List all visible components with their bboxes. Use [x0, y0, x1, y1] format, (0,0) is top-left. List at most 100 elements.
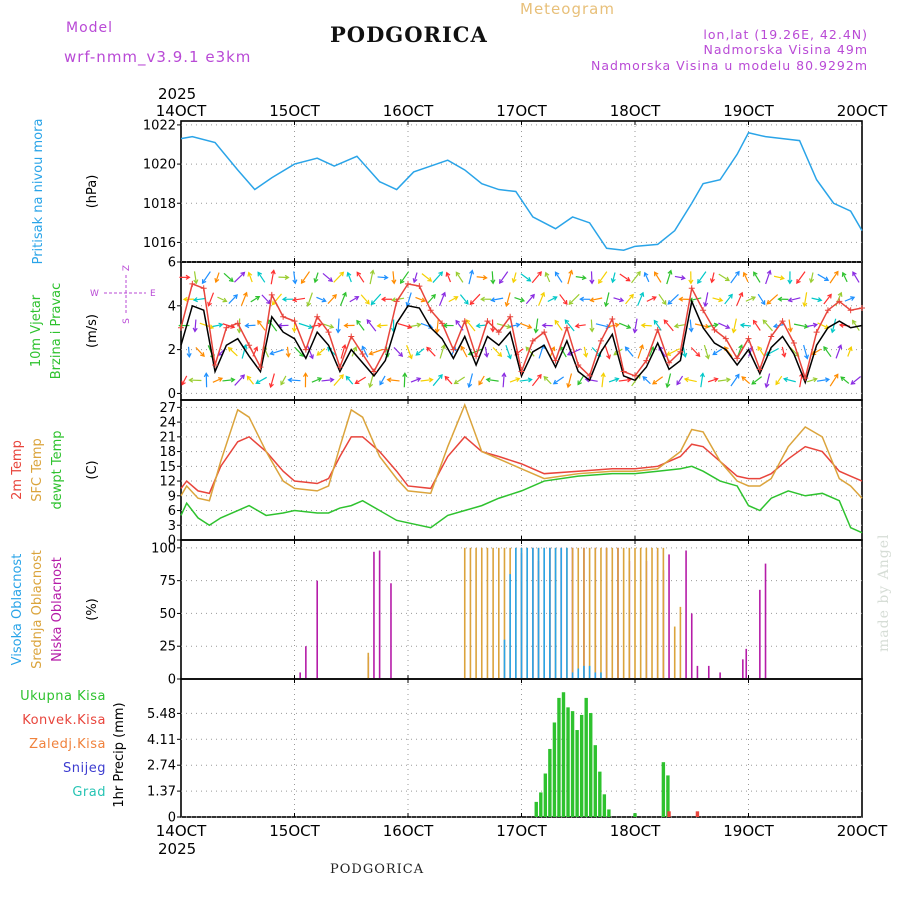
wind-barb-head: [244, 323, 250, 329]
wind-barb: [195, 347, 205, 357]
wind-barb-head: [207, 301, 212, 307]
wind-barb: [298, 322, 313, 329]
wind-barb-head: [541, 322, 547, 329]
wind-barb: [829, 271, 839, 284]
wind-barb-head: [218, 322, 224, 328]
wind-barb-head: [550, 346, 556, 352]
wind-barb-head: [460, 345, 466, 351]
wind-barb-head: [399, 279, 405, 285]
precip-bar: [607, 809, 611, 817]
wind-barb: [369, 270, 374, 285]
wind-barb-head: [416, 322, 422, 328]
clouds-bar: [305, 646, 307, 679]
clouds-bar: [594, 672, 597, 679]
wind-barb-head: [257, 271, 263, 277]
pressure-unit-label: (hPa): [85, 175, 100, 209]
precip-bar: [534, 801, 538, 817]
clouds-bar: [475, 547, 477, 679]
wind-barb: [766, 294, 779, 305]
wind-barb-head: [428, 377, 434, 383]
wind-barb-head: [316, 351, 322, 356]
wind-barb-head: [431, 293, 436, 299]
wind-barb-head: [526, 276, 532, 282]
wind-barb: [641, 324, 652, 327]
clouds-bar: [662, 547, 665, 679]
wind-barb: [601, 373, 605, 388]
wind-barb: [531, 374, 542, 387]
wind-barb-head: [243, 291, 248, 297]
wind-barb: [568, 293, 580, 305]
wind-barb: [410, 377, 421, 383]
wind-barb: [228, 294, 238, 304]
gust-marker: [370, 368, 377, 375]
wind-barb: [842, 272, 848, 283]
wind-barb: [426, 294, 436, 305]
wind-barb-head: [233, 294, 238, 299]
wind-barb-head: [653, 319, 659, 325]
wind-barb-head: [624, 346, 630, 352]
wind-barb: [817, 322, 829, 329]
wind-barb: [307, 292, 313, 307]
clouds-bar: [764, 563, 767, 679]
wind-barb-head: [735, 270, 740, 276]
wind-barb: [783, 378, 796, 383]
wind-barb-head: [704, 323, 710, 329]
wind-barb-head: [603, 302, 609, 308]
wind-barb: [765, 270, 771, 285]
wind-barb: [286, 346, 290, 357]
wind-barb-head: [292, 279, 298, 285]
gust-marker: [189, 280, 196, 287]
wind-barb: [476, 324, 487, 327]
wind-barb-head: [751, 380, 757, 385]
wind-barb: [765, 373, 771, 388]
clouds-bar: [594, 547, 597, 679]
wind-barb-head: [181, 380, 186, 386]
clouds-bar: [498, 547, 500, 679]
wind-barb-head: [566, 383, 572, 389]
temperature-ytick-label: 18: [159, 445, 176, 460]
wind-barb-head: [444, 375, 450, 381]
wind-barb: [543, 376, 552, 385]
wind-barb-head: [680, 275, 686, 281]
wind-barb: [491, 271, 494, 284]
clouds-ytick-label: 75: [159, 574, 176, 589]
wind-barb-head: [765, 351, 771, 356]
wind-barb: [439, 344, 445, 359]
wind-barb-head: [370, 300, 376, 306]
wind-barb-head: [682, 352, 688, 358]
wind-barb-head: [208, 324, 215, 330]
wind-barb-head: [787, 279, 793, 285]
clouds-ylabel: Visoka Oblacnost: [10, 554, 25, 666]
wind-barb-head: [734, 373, 740, 379]
gust-marker: [722, 335, 729, 342]
wind-barb-head: [313, 278, 319, 284]
wind-barb: [432, 271, 443, 283]
gust-marker: [529, 337, 536, 344]
temperature-ytick-label: 0: [168, 534, 176, 549]
wind-barb: [187, 346, 190, 357]
x-tick-label-top: 14OCT: [156, 102, 207, 120]
wind-barb: [554, 271, 563, 283]
clouds-bar: [577, 668, 580, 679]
panel-precip: 0 1.37 2.74 4.11 5.48 Ukupna Kisa Konvek.Kisa Z…: [20, 678, 863, 826]
gust-marker: [212, 361, 219, 368]
gust-marker: [268, 291, 275, 298]
gust-marker: [507, 313, 514, 320]
clouds-bar: [679, 606, 682, 679]
gust-marker: [790, 340, 797, 347]
wind-barb-head: [415, 351, 421, 356]
gust-marker: [802, 375, 809, 382]
wind-barb: [831, 318, 837, 333]
precip-ytick-label: 0: [168, 811, 176, 826]
clouds-bar: [600, 547, 602, 679]
temperature-ylabel: SFC Temp: [30, 438, 45, 502]
wind-barb-head: [613, 350, 619, 356]
gust-marker: [654, 326, 661, 333]
wind-barb: [613, 348, 623, 356]
wind-barb: [803, 292, 808, 307]
pressure-ytick-label: 1016: [143, 236, 176, 251]
wind-barb-head: [416, 377, 422, 382]
clouds-bar: [651, 547, 653, 679]
clouds-unit-label: (%): [85, 598, 100, 621]
precip-legend-item: Zaledj.Kisa: [29, 737, 106, 752]
